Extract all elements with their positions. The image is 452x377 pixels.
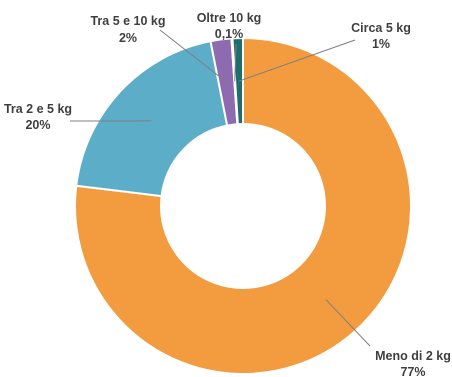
leader-lines (69, 29, 371, 347)
slice-tra-2-e-5-kg (75, 39, 229, 198)
slice-meno-di-2-kg (74, 36, 412, 375)
label-meno-di-2kg-name: Meno di 2 kg (375, 349, 451, 363)
label-oltre-10kg-value: 0,1% (215, 27, 244, 41)
leader-line-circa-5-kg (238, 39, 356, 82)
donut-slices (74, 36, 412, 375)
label-tra-2-e-5kg-value: 20% (25, 118, 50, 132)
leader-line-oltre-10-kg (234, 43, 237, 82)
label-tra-5-e-10kg-value: 2% (119, 31, 137, 45)
label-meno-di-2kg-value: 77% (400, 365, 425, 377)
label-circa-5kg-name: Circa 5 kg (351, 21, 411, 35)
label-circa-5kg-value: 1% (372, 37, 390, 51)
label-oltre-10kg-name: Oltre 10 kg (197, 11, 262, 25)
leader-line-meno-di-2-kg (325, 299, 371, 347)
label-tra-5-e-10kg-name: Tra 5 e 10 kg (90, 14, 165, 28)
label-tra-2-e-5kg-name: Tra 2 e 5 kg (4, 102, 72, 116)
leader-line-tra-5-e-10-kg (159, 29, 227, 83)
